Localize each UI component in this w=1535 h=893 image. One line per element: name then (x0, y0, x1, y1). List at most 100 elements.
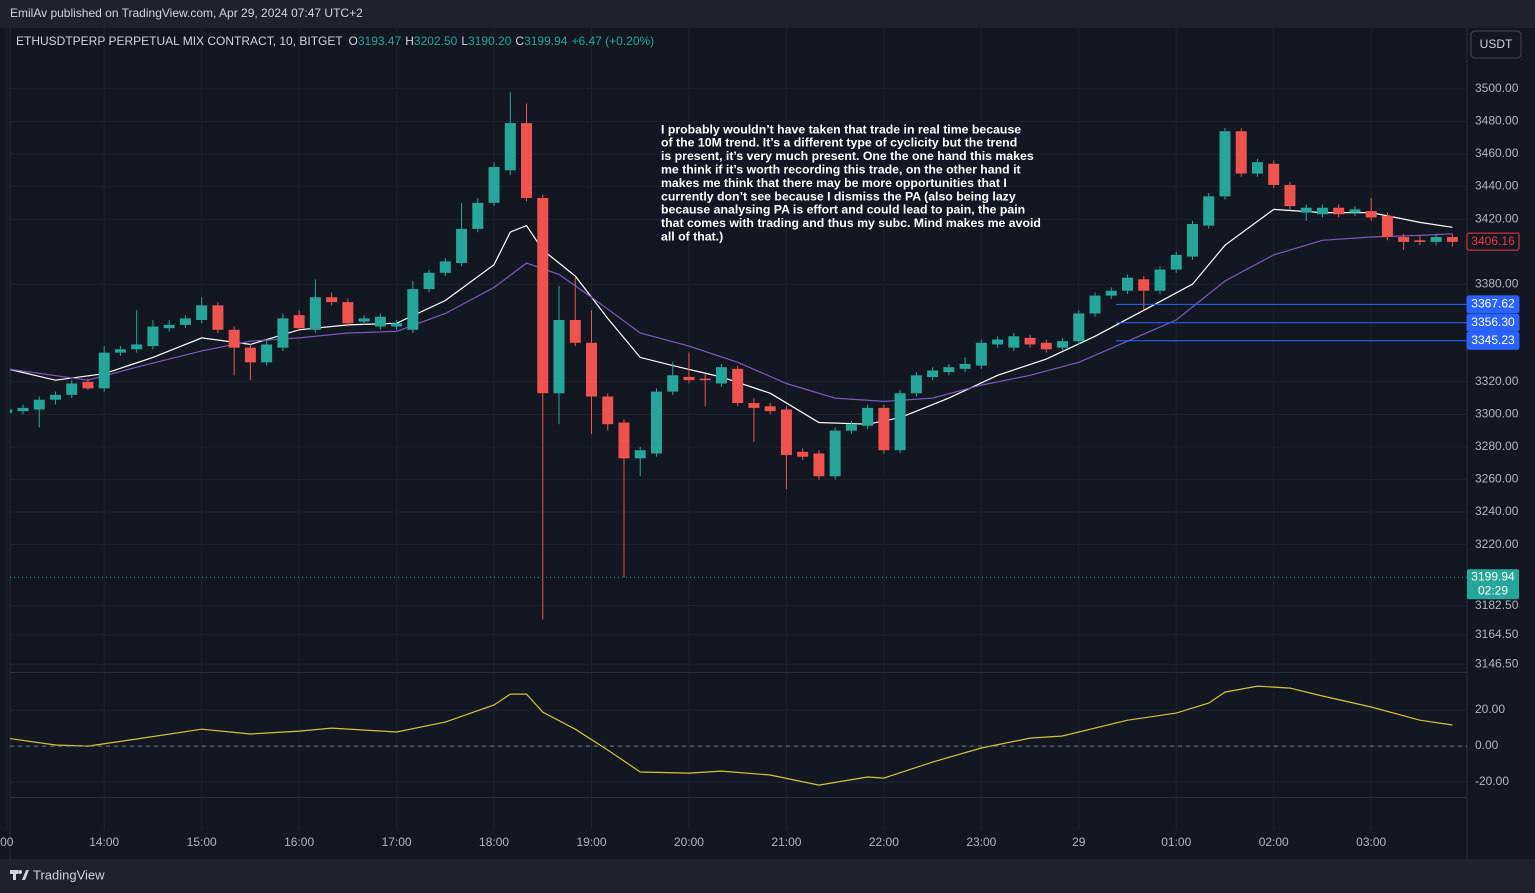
currency[interactable]: USDT (1480, 37, 1513, 51)
candle-body (212, 305, 224, 330)
x-tick-label: 16:00 (284, 835, 314, 849)
y-tick-label: 3500.00 (1475, 81, 1519, 95)
candle-body (910, 375, 922, 394)
candle-body (131, 344, 143, 350)
candle-body (683, 376, 695, 381)
candle-body (98, 352, 110, 389)
candle-body (878, 407, 890, 451)
candle-body (650, 391, 662, 454)
candle-body (992, 339, 1004, 345)
candle-body (1430, 237, 1442, 242)
candle-body (1381, 215, 1393, 238)
countdown: 02:29 (1478, 583, 1508, 597)
candle-body (407, 289, 419, 330)
candle-body (33, 399, 45, 410)
candle-body (1170, 254, 1182, 270)
brand: TradingView (33, 867, 105, 882)
x-tick-label: 19:00 (576, 835, 606, 849)
x-tick-label: 18:00 (479, 835, 509, 849)
candle-body (358, 318, 370, 322)
candle-body (1235, 131, 1247, 174)
low: 3190.20 (468, 34, 512, 48)
candle-body (894, 393, 906, 451)
candle-body (829, 430, 841, 477)
candle-body (66, 383, 78, 395)
candle-body (586, 342, 598, 397)
candle-body (813, 453, 825, 477)
candle-body (293, 315, 305, 329)
candle-body (1284, 184, 1296, 207)
candle-body (1024, 337, 1036, 345)
candle-body (553, 320, 565, 394)
candle-body (277, 318, 289, 348)
candle-body (17, 407, 29, 412)
open: 3193.47 (358, 34, 402, 48)
bottom-bar (0, 859, 1535, 893)
candle-body (488, 167, 500, 203)
candle-body (391, 323, 403, 327)
legend: ETHUSDTPERP PERPETUAL MIX CONTRACT, 10, … (16, 34, 654, 48)
candle-body (1333, 207, 1345, 215)
y-tick-label: 3260.00 (1475, 472, 1519, 486)
candle-body (1446, 237, 1458, 242)
change: +6.47 (+0.20%) (571, 34, 654, 48)
last-price-label: 3199.94 (1471, 569, 1515, 583)
price-label-box (1466, 295, 1520, 314)
x-tick-label: 00 (0, 835, 14, 849)
candle-body (244, 347, 256, 363)
candle-body (261, 344, 273, 363)
x-tick-label: 23:00 (966, 835, 996, 849)
x-tick-label: 15:00 (187, 835, 217, 849)
candle-body (927, 370, 939, 377)
price-label: 3367.62 (1471, 297, 1515, 311)
candle-body (699, 378, 711, 381)
candle-body (196, 305, 208, 321)
price-label-box (1466, 232, 1520, 251)
x-tick-label: 20:00 (674, 835, 704, 849)
candle-body (1398, 237, 1410, 242)
candle-body (1040, 342, 1052, 350)
candle-body (1365, 210, 1377, 218)
candle-body (309, 297, 321, 330)
candle-body (1268, 163, 1280, 185)
x-tick-label: 03:00 (1356, 835, 1386, 849)
y-tick-label: 3146.50 (1475, 656, 1519, 670)
y-tick-label: 3380.00 (1475, 276, 1519, 290)
y-tick-label: 3164.50 (1475, 627, 1519, 641)
candle-body (975, 342, 987, 366)
candle-body (472, 202, 484, 229)
currency-button[interactable] (1470, 30, 1522, 59)
candle-body (618, 422, 630, 459)
candle-body (342, 302, 354, 324)
candle-body (10, 409, 13, 413)
annotation-line: I probably wouldn’t have taken that trad… (661, 122, 1021, 136)
x-tick-label: 21:00 (771, 835, 801, 849)
symbol: ETHUSDTPERP PERPETUAL MIX CONTRACT, 10, … (16, 34, 343, 48)
candle-body (82, 381, 94, 389)
annotation-line: that comes with trading and thus my subc… (661, 216, 1041, 230)
y-tick-label: 3420.00 (1475, 211, 1519, 225)
candle-body (764, 406, 776, 412)
annotation-line: of the 10M trend. It’s a different type … (661, 136, 1017, 150)
candle-body (1154, 269, 1166, 291)
candle-body (1349, 209, 1361, 213)
x-tick-label: 14:00 (89, 835, 119, 849)
moving-average (10, 233, 1453, 403)
price-label: 3406.16 (1471, 234, 1515, 248)
candle-body (1300, 207, 1312, 213)
low-label: L (461, 34, 468, 48)
candle-body (1203, 196, 1215, 226)
candle-body (49, 394, 61, 400)
candle-body (797, 451, 809, 457)
candle-body (1186, 224, 1198, 257)
candle-body (569, 320, 581, 343)
top-bar (0, 0, 1535, 28)
y-tick-label: 20.00 (1475, 702, 1505, 716)
candle-body (326, 297, 338, 303)
y-tick-label: 3240.00 (1475, 504, 1519, 518)
y-tick-label: 3480.00 (1475, 114, 1519, 128)
annotation-line: because analysing PA is effort and could… (661, 203, 1025, 217)
y-tick-label: 0.00 (1475, 738, 1499, 752)
